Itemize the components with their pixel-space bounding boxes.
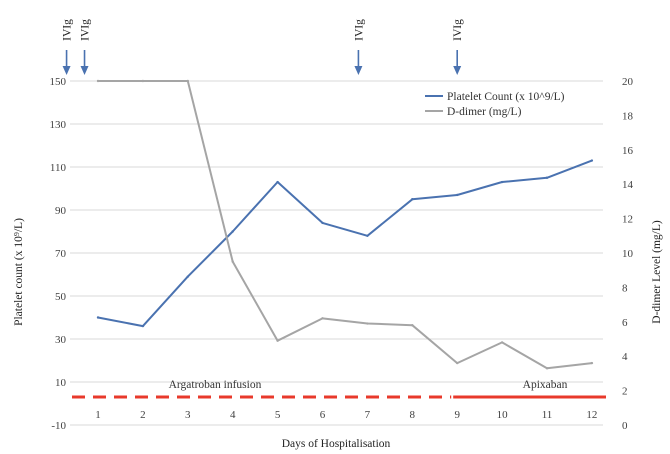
right-tick-label: 0 xyxy=(622,420,628,432)
ivig-label: IVIg xyxy=(452,19,464,41)
left-tick-label: 130 xyxy=(50,119,67,131)
right-tick-label: 20 xyxy=(622,76,634,88)
data-point xyxy=(590,361,594,365)
left-axis-title: Platelet count (x 10⁹/L) xyxy=(13,218,25,326)
left-tick-label: 150 xyxy=(50,76,67,88)
ivig-label: IVIg xyxy=(80,19,92,41)
right-tick-label: 16 xyxy=(622,145,634,157)
series-line-ddimer xyxy=(98,80,593,370)
right-tick-label: 10 xyxy=(622,248,634,260)
right-axis-title: D-dimer Level (mg/L) xyxy=(651,220,663,324)
ivig-marker: IVIg xyxy=(353,19,365,75)
right-tick-label: 2 xyxy=(622,386,628,398)
x-tick-label: 11 xyxy=(542,409,553,421)
left-tick-label: 70 xyxy=(55,248,67,260)
data-point xyxy=(231,260,234,263)
data-point xyxy=(590,159,594,162)
right-tick-label: 6 xyxy=(622,317,628,329)
x-tick-label: 3 xyxy=(185,409,191,421)
series-line-platelet xyxy=(97,159,593,328)
left-tick-label: 10 xyxy=(55,377,67,389)
data-series xyxy=(96,79,594,370)
argatroban-label: Argatroban infusion xyxy=(169,379,262,391)
data-point xyxy=(411,324,414,327)
x-tick-label: 7 xyxy=(365,409,371,421)
left-axis-ticks: -10 10 30 50 70 90 110 130 150 xyxy=(50,76,67,432)
x-tick-label: 4 xyxy=(230,409,236,421)
data-point xyxy=(366,234,369,237)
right-tick-label: 14 xyxy=(622,179,634,191)
ivig-label: IVIg xyxy=(353,19,365,41)
ivig-arrow-head xyxy=(80,66,89,75)
data-point xyxy=(96,79,100,83)
data-point xyxy=(545,367,549,370)
data-point xyxy=(321,317,324,320)
ivig-arrow-head xyxy=(62,66,71,75)
ivig-markers: IVIg IVIg IVIg IVIg xyxy=(62,19,464,75)
right-tick-label: 12 xyxy=(622,214,633,226)
left-tick-label: 90 xyxy=(55,205,67,217)
right-axis-ticks: 0 2 4 6 8 10 12 14 16 18 20 xyxy=(622,76,634,432)
left-tick-label: 50 xyxy=(55,291,67,303)
data-point xyxy=(366,322,369,325)
ivig-label: IVIg xyxy=(62,19,74,41)
data-point xyxy=(545,176,549,179)
right-tick-label: 4 xyxy=(622,351,628,363)
apixaban-label: Apixaban xyxy=(523,379,568,391)
data-point xyxy=(500,341,504,344)
data-point xyxy=(411,198,414,201)
data-point xyxy=(276,180,279,184)
data-point xyxy=(186,275,189,278)
data-point xyxy=(141,324,145,328)
ivig-marker: IVIg xyxy=(80,19,92,75)
data-point xyxy=(456,193,459,197)
data-point xyxy=(141,79,145,83)
x-tick-label: 2 xyxy=(140,409,146,421)
data-point xyxy=(96,316,100,319)
x-tick-label: 1 xyxy=(95,409,101,421)
right-tick-label: 8 xyxy=(622,282,628,294)
data-point xyxy=(321,221,324,225)
x-tick-label: 9 xyxy=(454,409,460,421)
data-point xyxy=(456,361,459,365)
legend-label-ddimer: D-dimer (mg/L) xyxy=(447,106,522,118)
ivig-arrow-head xyxy=(453,66,462,75)
data-point xyxy=(186,79,189,83)
data-point xyxy=(231,230,234,233)
x-tick-label: 8 xyxy=(410,409,416,421)
ivig-marker: IVIg xyxy=(62,19,74,75)
left-tick-label: -10 xyxy=(51,420,66,432)
ivig-marker: IVIg xyxy=(452,19,464,75)
x-axis-title: Days of Hospitalisation xyxy=(282,438,391,450)
data-point xyxy=(276,339,279,342)
x-tick-label: 5 xyxy=(275,409,281,421)
data-point xyxy=(500,180,504,184)
ivig-arrow-head xyxy=(354,66,363,75)
x-tick-label: 10 xyxy=(497,409,509,421)
legend: Platelet Count (x 10^9/L) D-dimer (mg/L) xyxy=(425,91,565,118)
left-tick-label: 30 xyxy=(55,334,67,346)
gridlines xyxy=(70,80,603,426)
treatment-annotations: Argatroban infusion Apixaban xyxy=(72,379,606,399)
left-tick-label: 110 xyxy=(50,162,67,174)
legend-label-platelet: Platelet Count (x 10^9/L) xyxy=(447,91,565,103)
right-tick-label: 18 xyxy=(622,110,634,122)
x-tick-label: 6 xyxy=(320,409,326,421)
x-tick-label: 12 xyxy=(586,409,597,421)
x-axis-ticks: 1 2 3 4 5 6 7 8 9 10 11 12 xyxy=(95,409,597,421)
